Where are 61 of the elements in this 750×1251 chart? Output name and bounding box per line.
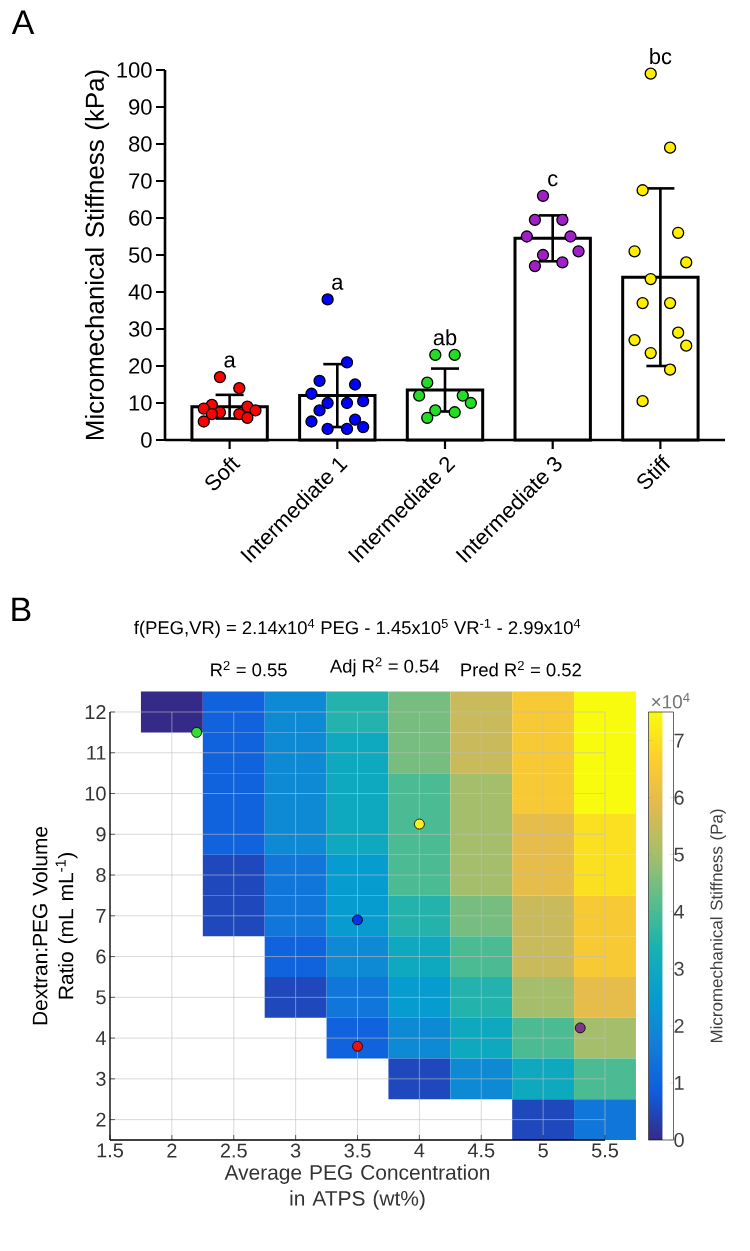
x-tick-label: 1.5 bbox=[97, 1143, 124, 1158]
point bbox=[352, 914, 363, 926]
y-tick-label: 90 bbox=[129, 99, 152, 115]
y-tick-label: 10 bbox=[85, 786, 106, 801]
text: B bbox=[12, 597, 31, 622]
color-bar-label: 5 bbox=[674, 847, 684, 862]
y-tick-label: 3 bbox=[96, 1071, 106, 1086]
y-tick-label: 6 bbox=[96, 949, 106, 964]
color-bar-label: 4 bbox=[673, 904, 685, 919]
y-tick-label: 0 bbox=[141, 432, 152, 448]
x-tick-label: 4.5 bbox=[467, 1143, 495, 1158]
text: Adj R$^{2}$ = 0.54 bbox=[329, 657, 439, 677]
text: ×10$^{4}$ bbox=[651, 692, 690, 709]
y-tick-label: 50 bbox=[128, 247, 152, 263]
annotation: a bbox=[224, 355, 236, 368]
color-bar-label: 3 bbox=[674, 961, 684, 976]
y-tick-label: 20 bbox=[129, 358, 152, 374]
text: A bbox=[11, 10, 35, 34]
y-axis-title: Micromechanical Stiffness (kPa) bbox=[84, 70, 110, 440]
chart-title: f(PEG,VR) = 2.14x10$^{4}$ PEG - 1.45x10$^{5}$ VR$^{-1}$ - 2.99x10$^{4}$ bbox=[134, 618, 581, 638]
point bbox=[191, 726, 203, 738]
y-tick-label: 4 bbox=[95, 1031, 106, 1045]
x-tick-label: Soft bbox=[205, 456, 241, 491]
point bbox=[574, 1022, 586, 1034]
point bbox=[352, 1040, 363, 1052]
y-tick-label: 30 bbox=[128, 321, 152, 337]
color-bar-label: 0 bbox=[674, 1132, 684, 1148]
x-tick-label: 2.5 bbox=[220, 1143, 247, 1158]
y-tick-label: 100 bbox=[117, 62, 152, 78]
y-tick-label: 9 bbox=[96, 827, 106, 842]
point bbox=[413, 818, 425, 830]
y-tick-label: 8 bbox=[96, 868, 106, 883]
x-tick-label: 3 bbox=[290, 1143, 301, 1158]
annotation: ab bbox=[433, 329, 457, 346]
x-tick-label: 3.5 bbox=[344, 1143, 371, 1158]
x-tick-label: Stiff bbox=[637, 454, 671, 490]
color-bar-label: 2 bbox=[674, 1018, 684, 1033]
x-tick-label: 4 bbox=[414, 1143, 425, 1158]
y-tick-label: 70 bbox=[129, 173, 152, 189]
color-bar-label: 1 bbox=[675, 1076, 684, 1090]
x-tick-label: 2 bbox=[167, 1143, 177, 1158]
annotation: a bbox=[332, 277, 344, 290]
color-bar-label: 7 bbox=[674, 733, 684, 748]
x-axis-title: Average PEG Concentration in ATPS (wt%) bbox=[224, 1164, 490, 1210]
text: Pred R$^{2}$ = 0.52 bbox=[461, 660, 581, 677]
color-bar-label: 6 bbox=[674, 790, 684, 805]
x-tick-label: 5 bbox=[538, 1143, 548, 1158]
y-tick-label: 60 bbox=[129, 210, 152, 226]
y-tick-label: 40 bbox=[128, 284, 152, 300]
y-tick-label: 80 bbox=[129, 136, 152, 152]
color-bar-title: Micromechanical Stiffness (Pa) bbox=[710, 809, 726, 1043]
annotation: c bbox=[548, 174, 558, 187]
y-tick-label: 7 bbox=[96, 908, 106, 923]
text: bc bbox=[650, 48, 672, 65]
y-tick-label: 12 bbox=[85, 705, 106, 719]
y-tick-label: 10 bbox=[129, 395, 152, 411]
text: R$^{2}$ = 0.55 bbox=[211, 660, 287, 677]
y-tick-label: 2 bbox=[96, 1112, 106, 1127]
y-tick-label: 5 bbox=[96, 990, 106, 1005]
y-tick-label: 11 bbox=[87, 745, 106, 760]
x-tick-label: 5.5 bbox=[591, 1143, 619, 1158]
